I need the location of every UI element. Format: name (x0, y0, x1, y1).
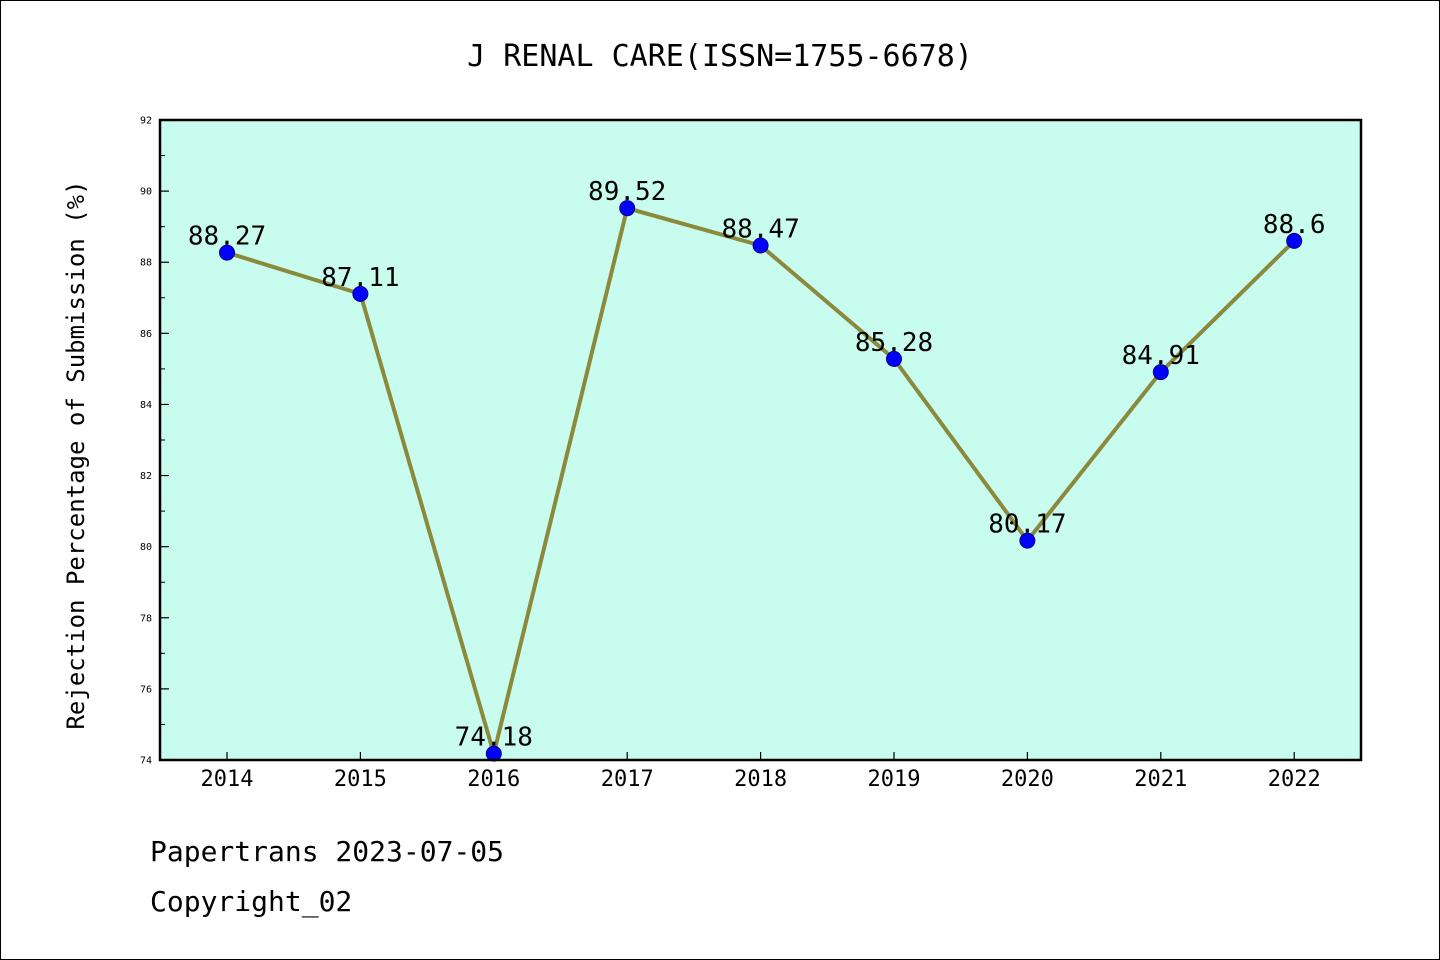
data-label: 80.17 (988, 510, 1066, 540)
data-point (1286, 232, 1303, 249)
y-tick-label: 76 (140, 684, 152, 695)
series-markers (219, 200, 1303, 762)
source-footer: Papertrans 2023-07-05 (150, 835, 505, 868)
x-tick-label: 2016 (467, 767, 520, 792)
x-tick-label: 2019 (868, 767, 921, 792)
data-point (1019, 532, 1036, 549)
data-label: 88.27 (188, 222, 266, 252)
data-point (352, 285, 369, 302)
data-label: 74.18 (455, 723, 533, 753)
x-tick-label: 2014 (201, 767, 254, 792)
x-tick-label: 2022 (1268, 767, 1321, 792)
y-tick-label: 86 (140, 329, 152, 340)
x-tick-label: 2015 (334, 767, 387, 792)
y-axis-label: Rejection Percentage of Submission (%) (62, 180, 90, 729)
data-label: 87.11 (321, 263, 399, 293)
data-label: 85.28 (855, 328, 933, 358)
x-tick-label: 2018 (734, 767, 787, 792)
y-tick-label: 78 (140, 613, 152, 624)
plot-border (158, 118, 1363, 762)
y-tick-label: 82 (140, 471, 152, 482)
data-point (886, 350, 902, 367)
data-point (1152, 364, 1169, 381)
y-tick-label: 74 (140, 756, 152, 767)
x-tick-label: 2017 (601, 767, 654, 792)
data-labels: 88.27 87.11 74.18 89.52 88.47 85.28 80.17 84.91… (188, 177, 1326, 752)
y-tick-label: 90 (140, 187, 152, 198)
chart-title: J RENAL CARE(ISSN=1755-6678) (467, 39, 973, 74)
data-label: 88.47 (721, 215, 799, 245)
x-axis: 2014 2015 2016 2017 2018 2019 2020 2021 2022 (201, 752, 1321, 792)
data-label: 84.91 (1122, 341, 1200, 371)
y-tick-label: 84 (140, 400, 152, 411)
copyright-footer: Copyright_02 (150, 885, 353, 918)
y-tick-label: 88 (140, 258, 152, 269)
y-tick-label: 92 (140, 116, 152, 127)
data-point (219, 244, 235, 261)
data-point (619, 200, 636, 217)
data-label: 88.6 (1263, 210, 1326, 240)
data-label: 89.52 (588, 177, 666, 207)
x-tick-label: 2021 (1134, 767, 1187, 792)
data-point (752, 237, 769, 254)
x-tick-label: 2020 (1001, 767, 1054, 792)
plot-area (160, 120, 1361, 760)
y-tick-label: 80 (140, 542, 152, 553)
